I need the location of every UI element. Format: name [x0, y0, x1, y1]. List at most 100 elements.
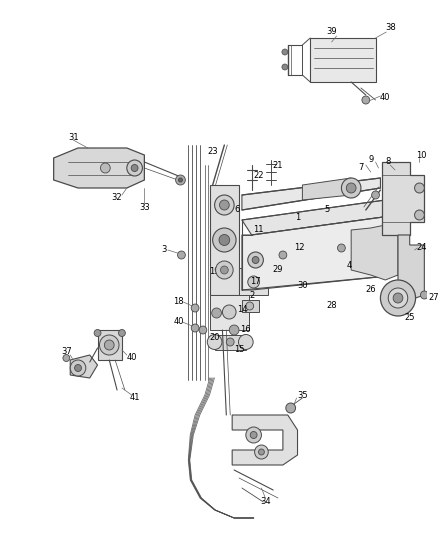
Polygon shape — [242, 215, 398, 290]
Text: 24: 24 — [416, 244, 427, 253]
Polygon shape — [70, 355, 98, 378]
Circle shape — [220, 266, 228, 274]
Circle shape — [362, 96, 370, 104]
Text: 8: 8 — [385, 157, 391, 166]
Circle shape — [254, 445, 268, 459]
Text: 28: 28 — [326, 301, 337, 310]
Text: 10: 10 — [416, 150, 427, 159]
Text: 19: 19 — [209, 268, 220, 277]
Circle shape — [199, 326, 207, 334]
Polygon shape — [310, 38, 375, 82]
Text: 32: 32 — [112, 193, 122, 203]
Polygon shape — [210, 295, 249, 330]
Circle shape — [119, 329, 125, 336]
Text: 2: 2 — [249, 290, 254, 300]
Circle shape — [74, 365, 81, 372]
Circle shape — [223, 305, 236, 319]
Polygon shape — [215, 335, 246, 350]
Text: 7: 7 — [358, 164, 364, 173]
Circle shape — [94, 329, 101, 336]
Circle shape — [279, 251, 287, 259]
Circle shape — [99, 335, 119, 355]
Polygon shape — [210, 185, 239, 295]
Text: 40: 40 — [173, 318, 184, 327]
Text: 20: 20 — [209, 334, 220, 343]
Circle shape — [191, 304, 199, 312]
Polygon shape — [53, 148, 145, 188]
Text: 4: 4 — [346, 261, 352, 270]
Polygon shape — [242, 300, 258, 312]
Text: 33: 33 — [139, 204, 150, 213]
Text: 29: 29 — [273, 265, 283, 274]
Text: 25: 25 — [404, 313, 415, 322]
Text: 35: 35 — [297, 391, 308, 400]
Circle shape — [63, 354, 70, 361]
Circle shape — [246, 427, 261, 443]
Circle shape — [282, 64, 288, 70]
Text: 31: 31 — [68, 133, 78, 141]
Text: 11: 11 — [253, 225, 264, 235]
Polygon shape — [398, 235, 424, 300]
Polygon shape — [239, 268, 268, 295]
Circle shape — [420, 291, 428, 299]
Circle shape — [341, 178, 361, 198]
Text: 26: 26 — [365, 286, 376, 295]
Circle shape — [393, 293, 403, 303]
Circle shape — [127, 160, 142, 176]
Polygon shape — [242, 178, 381, 210]
Text: 5: 5 — [324, 206, 329, 214]
Text: 30: 30 — [297, 280, 308, 289]
Circle shape — [219, 235, 230, 246]
Circle shape — [176, 175, 185, 185]
Circle shape — [415, 210, 424, 220]
Circle shape — [248, 252, 263, 268]
Circle shape — [248, 276, 259, 288]
Circle shape — [252, 256, 259, 263]
Text: 40: 40 — [380, 93, 391, 102]
Circle shape — [246, 302, 254, 310]
Circle shape — [179, 178, 182, 182]
Circle shape — [131, 165, 138, 172]
Circle shape — [286, 403, 296, 413]
Text: 17: 17 — [250, 278, 261, 287]
Text: 22: 22 — [253, 171, 264, 180]
Circle shape — [226, 338, 234, 346]
Circle shape — [219, 200, 229, 210]
Text: 41: 41 — [129, 393, 140, 402]
Text: 18: 18 — [173, 297, 184, 306]
Circle shape — [250, 432, 257, 439]
Text: 1: 1 — [295, 214, 300, 222]
Text: 9: 9 — [368, 156, 373, 165]
Text: 39: 39 — [326, 28, 337, 36]
Circle shape — [381, 280, 416, 316]
Text: 37: 37 — [61, 348, 72, 357]
Text: 21: 21 — [273, 160, 283, 169]
Polygon shape — [242, 200, 398, 235]
Circle shape — [70, 360, 86, 376]
Text: 3: 3 — [161, 246, 166, 254]
Polygon shape — [98, 330, 122, 360]
Text: 40: 40 — [127, 353, 137, 362]
Circle shape — [346, 183, 356, 193]
Circle shape — [372, 191, 379, 199]
Text: 16: 16 — [240, 326, 251, 335]
Circle shape — [239, 335, 253, 350]
Text: 12: 12 — [294, 244, 305, 253]
Circle shape — [258, 449, 265, 455]
Text: 34: 34 — [260, 497, 271, 506]
Polygon shape — [382, 162, 424, 235]
Polygon shape — [232, 415, 297, 465]
Text: 14: 14 — [237, 305, 247, 314]
Polygon shape — [351, 225, 398, 280]
Circle shape — [215, 261, 233, 279]
Circle shape — [215, 195, 234, 215]
Circle shape — [229, 325, 239, 335]
Circle shape — [282, 49, 288, 55]
Text: 6: 6 — [234, 206, 240, 214]
Circle shape — [338, 244, 345, 252]
Circle shape — [212, 308, 222, 318]
Circle shape — [388, 288, 408, 308]
Text: 27: 27 — [429, 294, 438, 303]
Text: 15: 15 — [234, 345, 244, 354]
Circle shape — [415, 183, 424, 193]
